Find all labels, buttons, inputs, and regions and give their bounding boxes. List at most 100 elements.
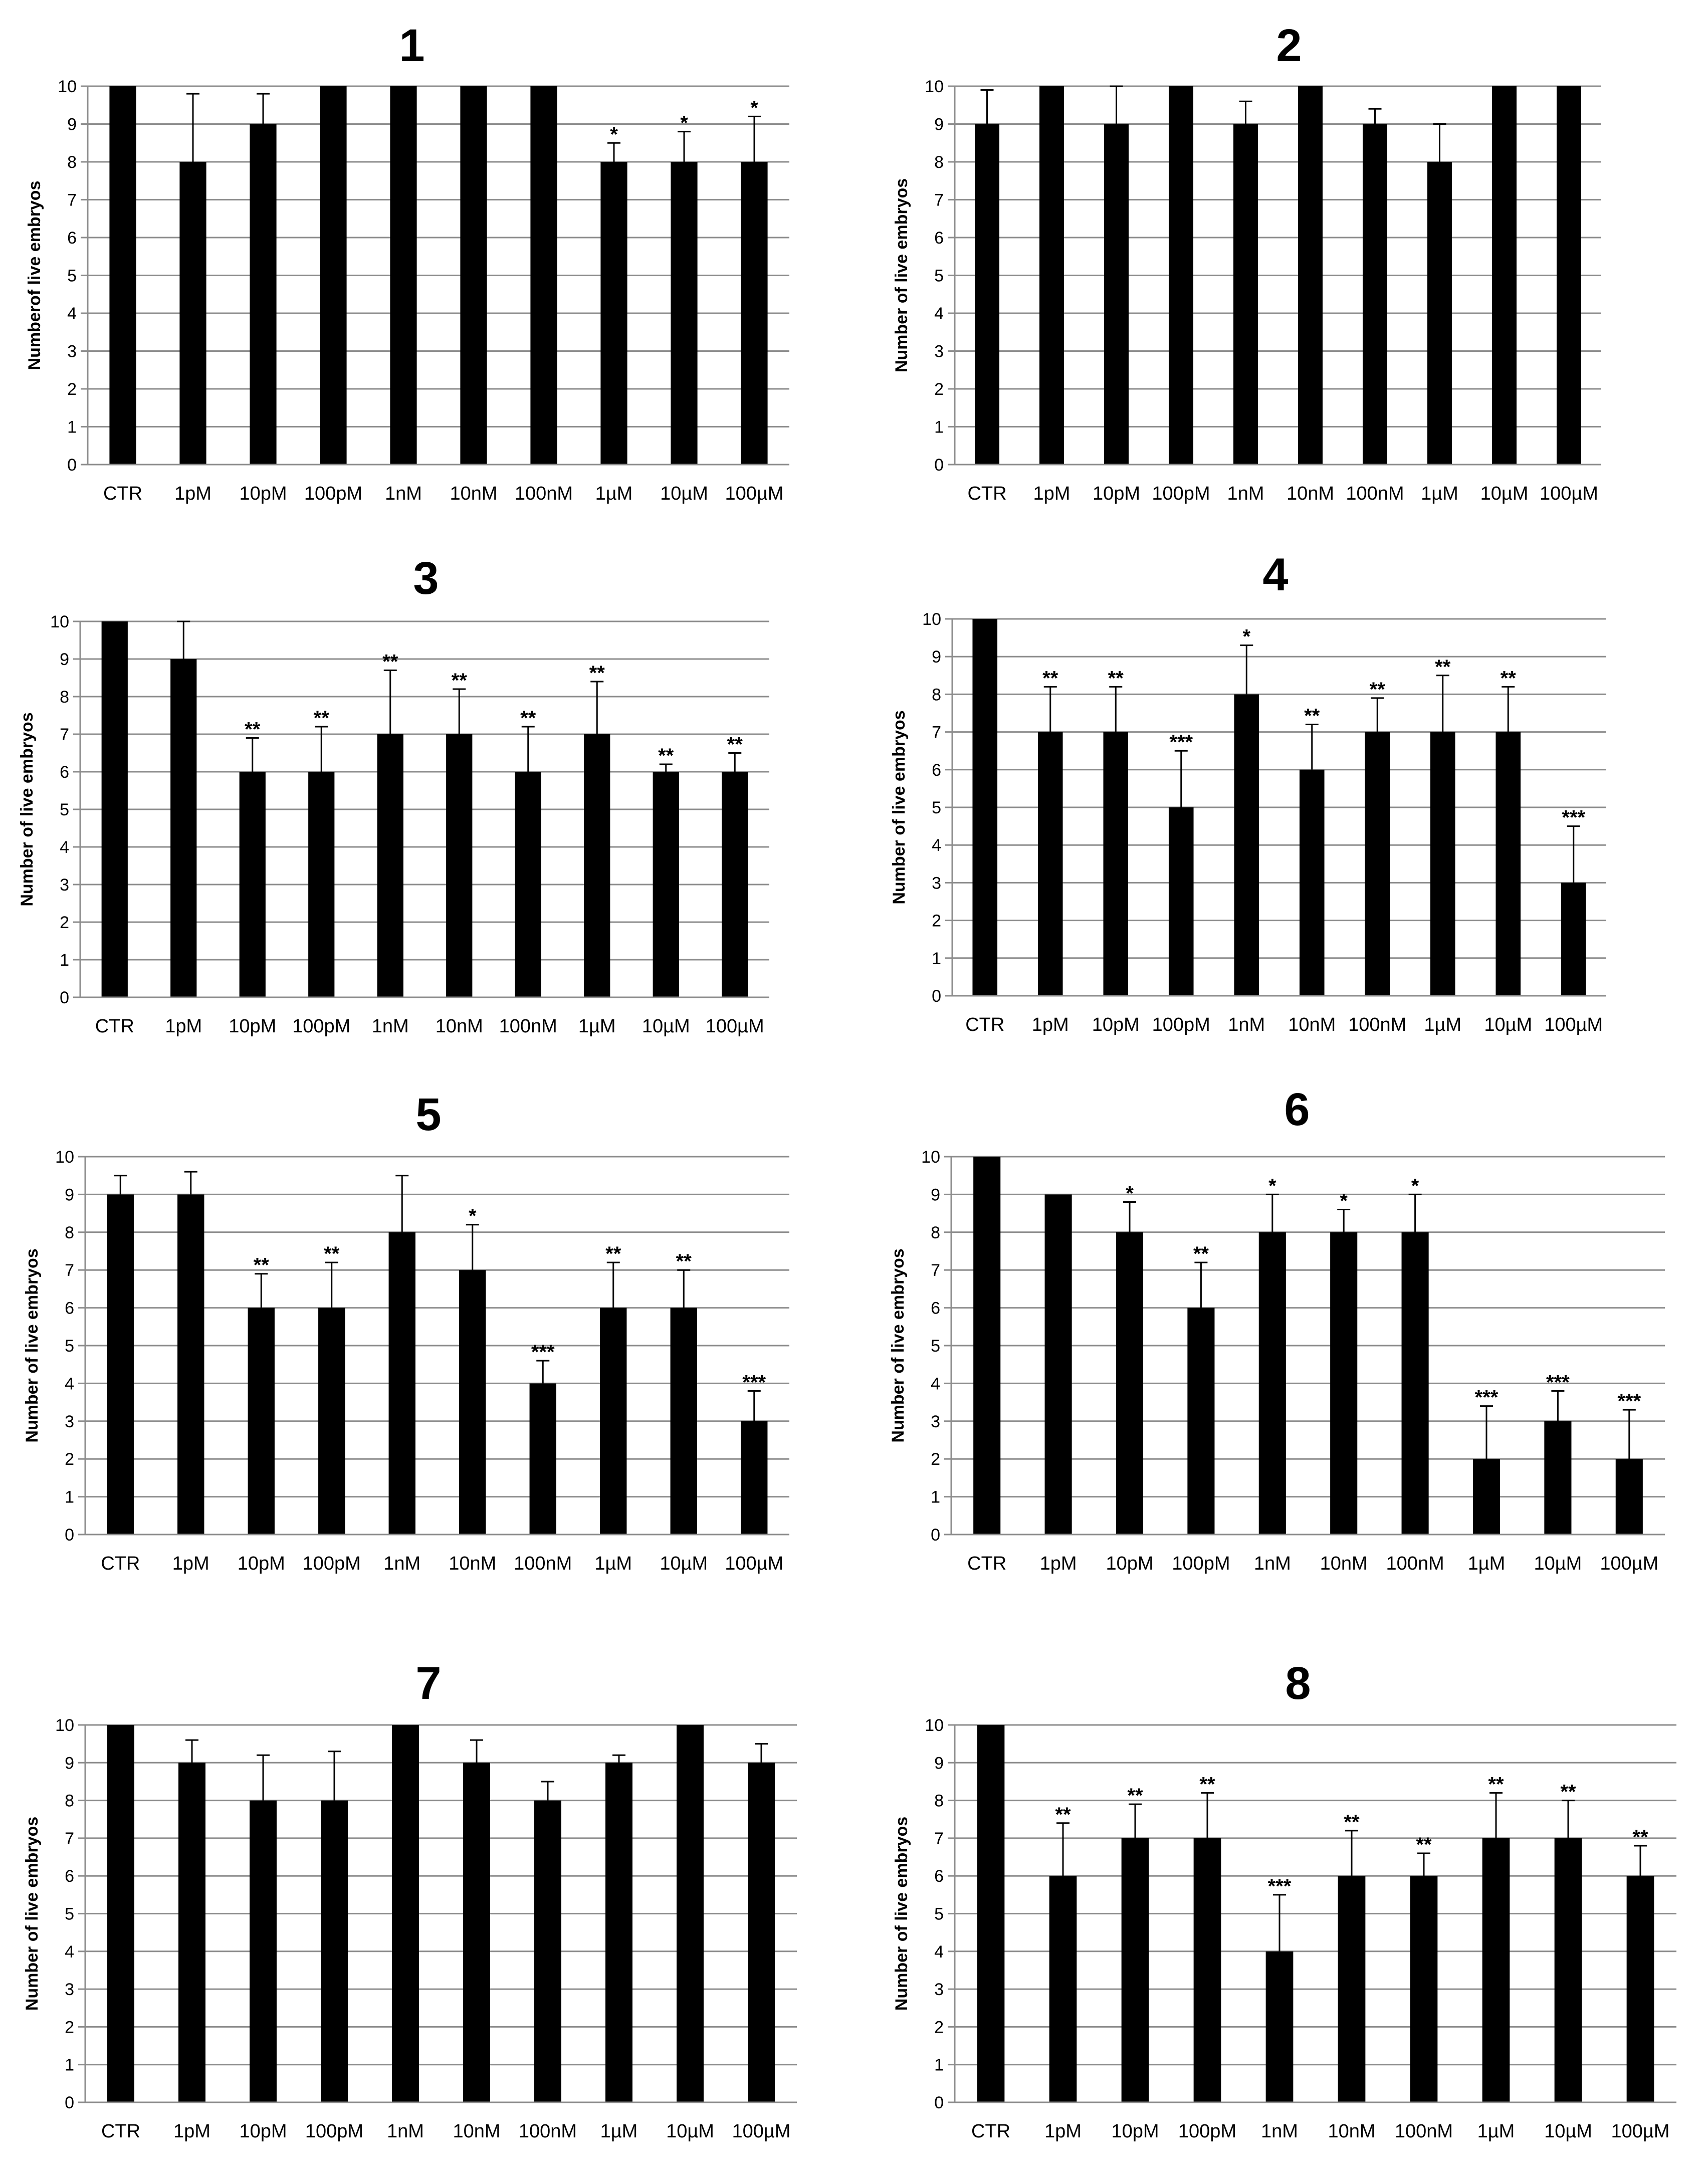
significance-marker: ** bbox=[245, 719, 261, 741]
y-tick-label: 6 bbox=[931, 1299, 940, 1318]
x-tick-label: 100nM bbox=[514, 1553, 572, 1574]
y-tick-label: 0 bbox=[60, 988, 69, 1007]
y-tick-label: 4 bbox=[934, 304, 944, 323]
y-tick-label: 4 bbox=[67, 304, 77, 323]
x-tick-label: 100nM bbox=[1395, 2121, 1453, 2142]
chart-panel-3: 3 0 1 2 3 4 5 6 7 8 9 10 Number of live embryos CTR 1p… bbox=[18, 553, 769, 1037]
bar bbox=[170, 659, 197, 997]
significance-marker: ** bbox=[1501, 667, 1517, 689]
y-tick-label: 6 bbox=[934, 1867, 944, 1886]
y-tick-label: 10 bbox=[58, 77, 77, 96]
y-tick-label: 6 bbox=[932, 761, 941, 780]
x-tick-label: 10pM bbox=[1093, 483, 1140, 504]
bar bbox=[530, 86, 557, 465]
significance-marker: ** bbox=[605, 1243, 621, 1265]
significance-marker: ** bbox=[254, 1254, 270, 1276]
x-tick-label: 10nM bbox=[450, 483, 497, 504]
bar bbox=[101, 621, 128, 997]
bar bbox=[653, 772, 679, 997]
x-tick-label: 1nM bbox=[383, 1553, 420, 1574]
chart-panel-7: 7 0 1 2 3 4 5 6 7 8 9 10 Number of live embryos CTR 1p… bbox=[23, 1658, 797, 2142]
significance-marker: *** bbox=[742, 1371, 766, 1393]
x-tick-label: 1pM bbox=[172, 1553, 209, 1574]
x-tick-label: 1µM bbox=[595, 483, 633, 504]
y-tick-label: 3 bbox=[931, 1412, 940, 1431]
bar bbox=[972, 619, 998, 996]
y-tick-label: 6 bbox=[65, 1299, 74, 1318]
significance-marker: ** bbox=[1108, 667, 1124, 689]
y-tick-label: 3 bbox=[934, 1980, 944, 1999]
bar bbox=[748, 1763, 775, 2102]
x-tick-label: CTR bbox=[967, 483, 1006, 504]
x-tick-label: CTR bbox=[967, 1553, 1006, 1574]
bar bbox=[1556, 86, 1582, 465]
bar bbox=[1187, 1308, 1215, 1535]
y-axis-label: Numberof live embryos bbox=[25, 181, 44, 370]
y-tick-label: 9 bbox=[932, 647, 941, 667]
y-tick-label: 3 bbox=[60, 876, 69, 895]
bar bbox=[1234, 694, 1259, 996]
bar bbox=[1049, 1876, 1077, 2102]
bar bbox=[1615, 1459, 1643, 1535]
x-tick-label: 10µM bbox=[1484, 1014, 1532, 1035]
y-tick-label: 9 bbox=[934, 1754, 944, 1773]
y-tick-label: 8 bbox=[934, 153, 944, 172]
bar bbox=[1472, 1459, 1501, 1535]
y-tick-label: 10 bbox=[925, 1716, 944, 1735]
significance-marker: ** bbox=[1416, 1834, 1432, 1856]
significance-marker: *** bbox=[1475, 1387, 1499, 1409]
y-tick-label: 0 bbox=[65, 1526, 74, 1545]
x-tick-label: 1µM bbox=[1421, 483, 1458, 504]
significance-marker: ** bbox=[1304, 705, 1320, 727]
bar bbox=[722, 772, 748, 997]
x-tick-label: 100nM bbox=[519, 2121, 577, 2142]
x-tick-label: 100pM bbox=[305, 2121, 363, 2142]
x-tick-label: 1nM bbox=[1227, 483, 1264, 504]
y-tick-label: 4 bbox=[932, 836, 941, 855]
x-tick-label: 10pM bbox=[239, 2121, 287, 2142]
y-tick-label: 3 bbox=[65, 1980, 74, 1999]
x-tick-label: 10pM bbox=[238, 1553, 285, 1574]
bar bbox=[1193, 1838, 1221, 2102]
x-tick-label: 100pM bbox=[1152, 483, 1210, 504]
chart-title: 4 bbox=[1262, 549, 1288, 600]
y-tick-label: 1 bbox=[932, 949, 941, 968]
y-tick-label: 7 bbox=[67, 191, 77, 210]
y-tick-label: 3 bbox=[65, 1412, 74, 1431]
significance-marker: ** bbox=[520, 707, 536, 729]
bar bbox=[1233, 124, 1258, 465]
x-tick-label: 1pM bbox=[173, 2121, 210, 2142]
y-tick-label: 2 bbox=[60, 913, 69, 932]
y-tick-label: 5 bbox=[934, 1905, 944, 1924]
y-tick-label: 1 bbox=[60, 951, 69, 970]
significance-marker: * bbox=[1411, 1175, 1419, 1197]
x-tick-label: 100pM bbox=[304, 483, 362, 504]
bar bbox=[974, 124, 1000, 465]
y-tick-label: 9 bbox=[67, 115, 77, 134]
x-tick-label: 100nM bbox=[499, 1016, 557, 1037]
y-tick-label: 5 bbox=[60, 800, 69, 819]
x-tick-label: CTR bbox=[101, 2121, 140, 2142]
bar bbox=[1039, 86, 1064, 465]
y-tick-label: 7 bbox=[931, 1261, 940, 1280]
x-tick-label: 100µM bbox=[1611, 2121, 1670, 2142]
x-tick-label: 1nM bbox=[385, 483, 422, 504]
x-tick-label: 10pM bbox=[1111, 2121, 1159, 2142]
chart-panel-8: 8 0 1 2 3 4 5 6 7 8 9 10 Number of live embryos CTR **… bbox=[892, 1658, 1676, 2142]
significance-marker: ** bbox=[1370, 679, 1386, 701]
bar bbox=[1561, 883, 1586, 996]
y-tick-label: 9 bbox=[65, 1754, 74, 1773]
x-tick-label: 100pM bbox=[303, 1553, 361, 1574]
y-tick-label: 1 bbox=[65, 2056, 74, 2075]
x-tick-label: 100nM bbox=[1348, 1014, 1406, 1035]
chart-panel-6: 6 0 1 2 3 4 5 6 7 8 9 10 Number of live embryos CTR 1p… bbox=[889, 1084, 1665, 1574]
bar bbox=[178, 1763, 205, 2102]
bar bbox=[584, 734, 610, 997]
bar bbox=[1427, 162, 1452, 465]
significance-marker: * bbox=[750, 97, 758, 119]
bar bbox=[1365, 732, 1390, 996]
x-tick-label: 10nM bbox=[449, 1553, 496, 1574]
